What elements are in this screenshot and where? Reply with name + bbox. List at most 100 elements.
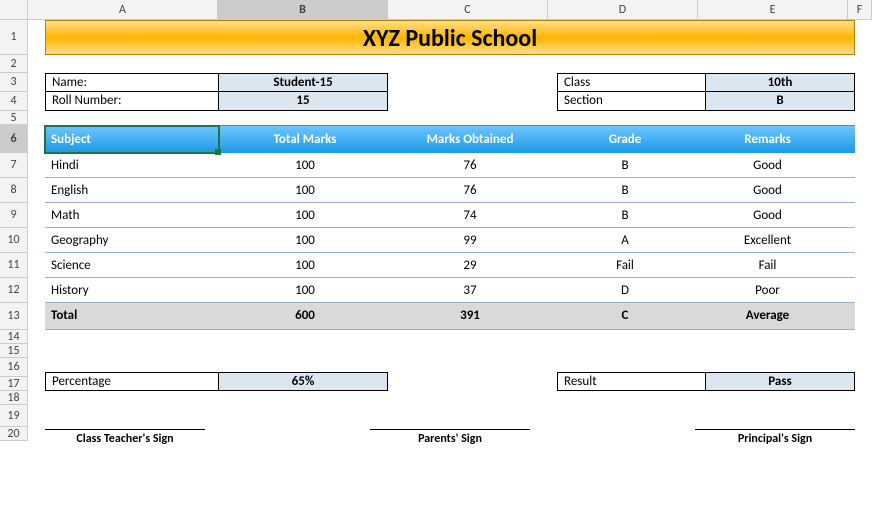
subject-remarks: Fail (700, 253, 855, 277)
row-18[interactable]: 18 (0, 391, 27, 405)
subject-remarks: Good (700, 178, 855, 202)
row-8[interactable]: 8 (0, 178, 27, 203)
header-subject: Subject (45, 126, 220, 152)
header-remarks: Remarks (700, 126, 855, 152)
row-1[interactable]: 1 (0, 20, 27, 55)
header-grade: Grade (550, 126, 700, 152)
subject-table: Subject Total Marks Marks Obtained Grade… (45, 125, 855, 330)
subject-row[interactable]: History10037DPoor (45, 278, 855, 303)
name-box: Name: Student-15 (45, 73, 388, 92)
subject-name: Math (45, 203, 220, 227)
roll-box: Roll Number: 15 (45, 92, 388, 111)
row-9[interactable]: 9 (0, 203, 27, 228)
row-12[interactable]: 12 (0, 278, 27, 303)
subject-obtained: 37 (390, 278, 550, 302)
total-row[interactable]: Total 600 391 C Average (45, 303, 855, 330)
col-D[interactable]: D (548, 0, 698, 19)
row-11[interactable]: 11 (0, 253, 27, 278)
subject-total: 100 (220, 153, 390, 177)
subject-name: English (45, 178, 220, 202)
roll-label: Roll Number: (46, 92, 219, 110)
subject-remarks: Poor (700, 278, 855, 302)
row-2[interactable]: 2 (0, 55, 27, 73)
row-14[interactable]: 14 (0, 330, 27, 344)
principal-sign: Principal's Sign (695, 429, 855, 446)
subject-row[interactable]: Science10029FailFail (45, 253, 855, 278)
school-title: XYZ Public School (45, 20, 855, 55)
row-5[interactable]: 5 (0, 111, 27, 125)
subject-row[interactable]: English10076BGood (45, 178, 855, 203)
row-13[interactable]: 13 (0, 303, 27, 330)
subject-grade: Fail (550, 253, 700, 277)
section-label: Section (558, 92, 706, 110)
subject-obtained: 74 (390, 203, 550, 227)
section-value[interactable]: B (706, 92, 854, 110)
result-label: Result (558, 373, 706, 390)
subject-row[interactable]: Hindi10076BGood (45, 153, 855, 178)
col-C[interactable]: C (388, 0, 548, 19)
col-F[interactable]: F (848, 0, 872, 19)
total-obtained: 391 (390, 303, 550, 329)
parents-sign: Parents' Sign (370, 429, 530, 446)
class-value[interactable]: 10th (706, 74, 854, 91)
row-7[interactable]: 7 (0, 153, 27, 178)
row-17[interactable]: 17 (0, 377, 27, 391)
row-15[interactable]: 15 (0, 344, 27, 358)
subject-grade: D (550, 278, 700, 302)
col-B[interactable]: B (218, 0, 388, 19)
subject-name: History (45, 278, 220, 302)
subject-remarks: Good (700, 203, 855, 227)
subject-grade: A (550, 228, 700, 252)
row-10[interactable]: 10 (0, 228, 27, 253)
result-box: Result Pass (557, 372, 855, 391)
total-grade: C (550, 303, 700, 329)
subject-row[interactable]: Geography10099AExcellent (45, 228, 855, 253)
row-3[interactable]: 3 (0, 73, 27, 92)
name-label: Name: (46, 74, 219, 91)
roll-value[interactable]: 15 (219, 92, 387, 110)
header-total-marks: Total Marks (220, 126, 390, 152)
percentage-label: Percentage (46, 373, 219, 390)
subject-total: 100 (220, 253, 390, 277)
subject-total: 100 (220, 178, 390, 202)
header-marks-obtained: Marks Obtained (390, 126, 550, 152)
row-headers: 1234567891011121314151617181920 (0, 20, 28, 441)
name-value[interactable]: Student-15 (219, 74, 387, 91)
row-16[interactable]: 16 (0, 358, 27, 377)
subject-row[interactable]: Math10074BGood (45, 203, 855, 228)
subject-header-row[interactable]: Subject Total Marks Marks Obtained Grade… (45, 125, 855, 153)
col-A[interactable]: A (28, 0, 218, 19)
subject-grade: B (550, 203, 700, 227)
subject-obtained: 29 (390, 253, 550, 277)
subject-grade: B (550, 178, 700, 202)
subject-remarks: Good (700, 153, 855, 177)
subject-total: 100 (220, 278, 390, 302)
total-total: 600 (220, 303, 390, 329)
percentage-box: Percentage 65% (45, 372, 388, 391)
section-box: Section B (557, 92, 855, 111)
subject-name: Geography (45, 228, 220, 252)
class-label: Class (558, 74, 706, 91)
row-6[interactable]: 6 (0, 125, 27, 153)
column-headers: A B C D E F (0, 0, 872, 20)
subject-obtained: 99 (390, 228, 550, 252)
col-E[interactable]: E (698, 0, 848, 19)
subject-obtained: 76 (390, 178, 550, 202)
row-19[interactable]: 19 (0, 405, 27, 427)
total-remarks: Average (700, 303, 855, 329)
row-20[interactable]: 20 (0, 427, 27, 441)
subject-total: 100 (220, 203, 390, 227)
subject-grade: B (550, 153, 700, 177)
percentage-value[interactable]: 65% (219, 373, 387, 390)
total-label: Total (45, 303, 220, 329)
class-box: Class 10th (557, 73, 855, 92)
subject-obtained: 76 (390, 153, 550, 177)
row-4[interactable]: 4 (0, 92, 27, 111)
subject-name: Hindi (45, 153, 220, 177)
result-value[interactable]: Pass (706, 373, 854, 390)
subject-name: Science (45, 253, 220, 277)
teacher-sign: Class Teacher's Sign (45, 429, 205, 446)
subject-remarks: Excellent (700, 228, 855, 252)
subject-total: 100 (220, 228, 390, 252)
spreadsheet-body: XYZ Public School Name: Student-15 Class… (28, 20, 872, 446)
